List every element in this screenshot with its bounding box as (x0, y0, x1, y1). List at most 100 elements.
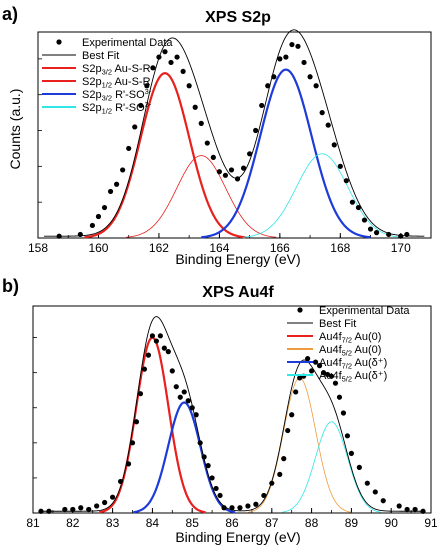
data-point (316, 363, 323, 369)
x-tick-label: 166 (270, 241, 290, 255)
data-point (209, 475, 215, 481)
component-curve (242, 153, 402, 238)
panel-label-b: b) (2, 276, 19, 296)
data-point (107, 188, 114, 195)
data-point (373, 230, 380, 236)
data-point (229, 505, 235, 511)
data-point (234, 176, 241, 182)
data-point (38, 508, 44, 514)
x-tick-label: 91 (424, 516, 438, 530)
data-point (222, 172, 229, 178)
x-tick-label: 82 (66, 516, 80, 530)
x-tick-label: 168 (330, 241, 350, 255)
panel-a-s2p: a) XPS S2p Binding Energy (eV) Counts (a… (2, 4, 432, 267)
data-point (169, 368, 175, 374)
data-point (349, 199, 355, 205)
data-point (356, 464, 362, 470)
data-point (348, 450, 354, 456)
data-point (297, 375, 303, 381)
data-point (193, 412, 199, 418)
data-point (89, 222, 96, 229)
data-point (332, 380, 339, 386)
component-curve (98, 336, 206, 514)
data-point (337, 163, 343, 169)
data-point (173, 384, 179, 390)
legend-label: S2p3/2 Au-S-R (82, 63, 151, 77)
data-point (144, 83, 150, 89)
data-point (165, 349, 171, 355)
data-point (77, 231, 83, 238)
x-tick-label: 89 (345, 516, 359, 530)
data-point (253, 501, 259, 507)
plot-area-a: 158 160 162 164 166 168 170 (28, 29, 432, 255)
data-point (70, 506, 76, 513)
x-tick-label: 83 (106, 516, 120, 530)
data-point (343, 178, 349, 184)
panel-b-au4f: b) XPS Au4f Binding Energy (eV) 81 82 83 84… (2, 276, 438, 545)
data-point (307, 74, 313, 80)
data-point (320, 370, 327, 376)
data-point (62, 506, 68, 513)
data-point (301, 59, 307, 66)
data-point (293, 389, 299, 395)
data-point (364, 480, 370, 486)
legend-label: Au4f5/2 Au(0) (319, 344, 381, 358)
data-point (344, 433, 351, 439)
data-point (380, 498, 386, 504)
x-tick-label: 162 (149, 241, 169, 255)
data-point (312, 359, 319, 365)
component-curve (247, 377, 352, 513)
data-point (253, 127, 259, 134)
x-tick-label: 164 (209, 241, 229, 255)
data-point (396, 503, 402, 509)
plot-frame (37, 31, 432, 239)
data-point (221, 505, 227, 511)
data-point (201, 454, 207, 460)
data-point (101, 204, 108, 211)
data-point (319, 110, 325, 116)
x-axis-label-b: Binding Energy (eV) (175, 529, 300, 545)
data-point (271, 74, 277, 80)
plot-area-b: 81 82 83 84 85 86 87 88 89 90 91 (26, 305, 438, 530)
data-point (46, 508, 52, 514)
chart-title-au4f: XPS Au4f (202, 284, 274, 301)
data-point (361, 217, 368, 223)
x-tick-label: 170 (391, 241, 411, 255)
data-point (120, 167, 126, 173)
legend-label: Au4f5/2 Au(δ⁺) (319, 370, 387, 384)
data-point (283, 54, 289, 60)
data-point (217, 492, 223, 499)
data-point (277, 56, 283, 62)
data-point (213, 485, 219, 492)
legend-label: Best Fit (82, 50, 119, 62)
data-point (125, 461, 132, 467)
data-point (168, 59, 174, 66)
data-point (289, 412, 295, 418)
data-point (210, 154, 216, 160)
data-point (336, 394, 343, 400)
data-point (309, 368, 315, 374)
data-point (269, 480, 275, 486)
data-point (237, 505, 243, 511)
data-point (198, 120, 204, 126)
data-point (355, 204, 362, 211)
data-point (228, 167, 235, 173)
data-point (245, 503, 251, 509)
data-point (324, 371, 331, 378)
data-point (265, 83, 271, 89)
legend-label: Au4f7/2 Au(δ⁺) (319, 357, 387, 371)
data-point (204, 140, 210, 146)
legend-label: S2p1/2 R'-SO3- (82, 100, 152, 116)
data-point (157, 333, 163, 339)
component-curve (133, 401, 236, 514)
data-point (177, 394, 183, 400)
data-point (138, 102, 144, 109)
legend-label: S2p1/2 Au-S-R (82, 76, 151, 90)
data-point (185, 398, 191, 404)
data-point (192, 104, 198, 110)
x-tick-label: 84 (146, 516, 160, 530)
y-axis-label-a: Counts (a.u.) (7, 89, 23, 170)
data-point (181, 389, 187, 395)
